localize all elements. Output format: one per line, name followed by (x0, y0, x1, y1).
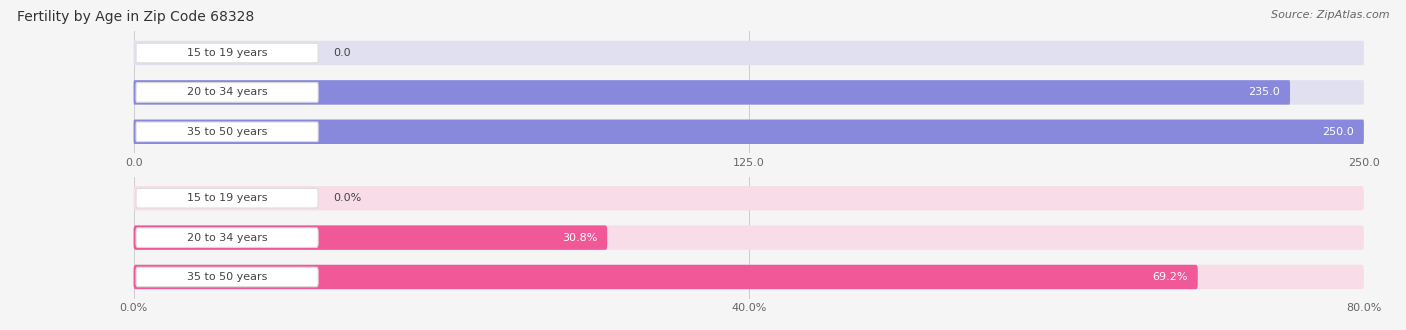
Text: 35 to 50 years: 35 to 50 years (187, 272, 267, 282)
Text: 15 to 19 years: 15 to 19 years (187, 48, 267, 58)
FancyBboxPatch shape (134, 80, 1291, 105)
Text: 30.8%: 30.8% (562, 233, 598, 243)
Text: 235.0: 235.0 (1249, 87, 1281, 97)
FancyBboxPatch shape (134, 119, 1364, 144)
Text: 0.0%: 0.0% (333, 193, 361, 203)
FancyBboxPatch shape (134, 225, 1364, 250)
Text: 35 to 50 years: 35 to 50 years (187, 127, 267, 137)
Text: Source: ZipAtlas.com: Source: ZipAtlas.com (1271, 10, 1389, 20)
Text: Fertility by Age in Zip Code 68328: Fertility by Age in Zip Code 68328 (17, 10, 254, 24)
FancyBboxPatch shape (134, 186, 1364, 211)
FancyBboxPatch shape (134, 80, 1364, 105)
FancyBboxPatch shape (136, 228, 318, 248)
FancyBboxPatch shape (134, 119, 1364, 144)
FancyBboxPatch shape (134, 41, 1364, 65)
Text: 20 to 34 years: 20 to 34 years (187, 233, 267, 243)
FancyBboxPatch shape (134, 225, 607, 250)
Text: 0.0: 0.0 (333, 48, 350, 58)
Text: 69.2%: 69.2% (1153, 272, 1188, 282)
FancyBboxPatch shape (136, 122, 318, 142)
FancyBboxPatch shape (136, 267, 318, 287)
FancyBboxPatch shape (136, 82, 318, 102)
FancyBboxPatch shape (136, 188, 318, 208)
FancyBboxPatch shape (136, 43, 318, 63)
FancyBboxPatch shape (134, 265, 1364, 289)
Text: 20 to 34 years: 20 to 34 years (187, 87, 267, 97)
FancyBboxPatch shape (134, 265, 1198, 289)
Text: 15 to 19 years: 15 to 19 years (187, 193, 267, 203)
Text: 250.0: 250.0 (1322, 127, 1354, 137)
